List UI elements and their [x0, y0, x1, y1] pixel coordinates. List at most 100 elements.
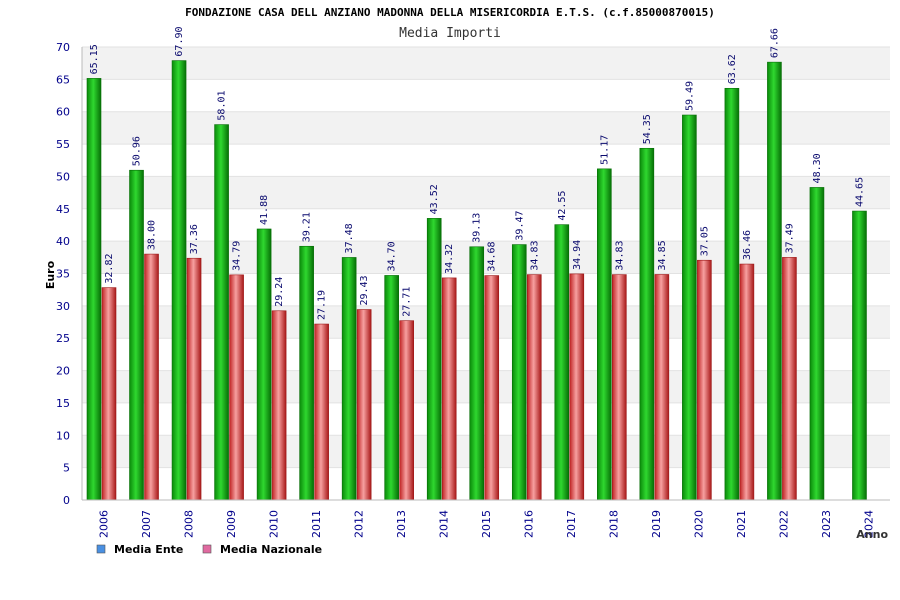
- data-label: 29.24: [274, 277, 285, 307]
- bar-media-ente: [511, 244, 527, 501]
- y-tick-label: 20: [56, 365, 70, 378]
- legend-swatch: [96, 544, 106, 554]
- data-label: 50.96: [132, 136, 143, 166]
- y-tick-label: 15: [56, 397, 70, 410]
- legend-swatch: [202, 544, 212, 554]
- y-tick-label: 10: [56, 429, 70, 442]
- bars-layer: [86, 60, 867, 501]
- x-tick-label: 2012: [352, 510, 365, 538]
- bar-media-ente: [809, 187, 825, 501]
- bar-media-ente: [554, 224, 570, 501]
- data-label: 37.05: [699, 226, 710, 256]
- y-tick-label: 55: [56, 138, 70, 151]
- data-label: 43.52: [429, 184, 440, 214]
- x-tick-label: 2008: [182, 510, 195, 538]
- data-label: 34.68: [487, 241, 498, 271]
- x-tick-label: 2021: [735, 510, 748, 538]
- bar-media-ente: [682, 114, 697, 501]
- data-label: 48.30: [812, 153, 823, 183]
- x-tick-label: 2015: [480, 510, 493, 538]
- bar-media-nazionale: [484, 275, 500, 501]
- data-label: 38.00: [147, 220, 158, 250]
- x-tick-label: 2007: [140, 510, 153, 538]
- x-tick-label: 2010: [267, 510, 280, 538]
- y-tick-label: 35: [56, 268, 70, 281]
- x-tick-label: 2006: [97, 510, 110, 538]
- x-tick-label: 2017: [565, 510, 578, 538]
- x-tick-label: 2023: [820, 510, 833, 538]
- legend-label: Media Ente: [114, 543, 183, 556]
- bar-media-nazionale: [697, 259, 712, 501]
- data-label: 67.90: [174, 26, 185, 56]
- data-label: 34.32: [444, 244, 455, 274]
- bar-media-nazionale: [739, 263, 755, 501]
- data-label: 67.66: [769, 28, 780, 58]
- data-labels-layer: 65.15 32.82 50.96 38.00 67.90 37.36 58.01 34.79…: [89, 26, 865, 320]
- bar-media-ente: [426, 218, 442, 501]
- data-label: 65.15: [89, 44, 100, 74]
- grid-band: [82, 47, 890, 80]
- y-tick-label: 0: [63, 494, 70, 507]
- bar-media-nazionale: [441, 277, 457, 501]
- data-label: 34.83: [529, 240, 540, 270]
- bar-media-nazionale: [569, 273, 585, 501]
- x-tick-label: 2014: [437, 510, 450, 538]
- bar-media-nazionale: [399, 320, 414, 501]
- y-tick-label: 60: [56, 106, 70, 119]
- data-label: 58.01: [217, 90, 228, 120]
- data-label: 29.43: [359, 275, 370, 305]
- data-label: 27.71: [402, 287, 413, 317]
- bar-media-nazionale: [314, 323, 329, 501]
- y-tick-label: 65: [56, 73, 70, 86]
- bar-media-ente: [256, 228, 272, 501]
- x-axis-label: Anno: [856, 528, 888, 541]
- bar-media-nazionale: [229, 274, 244, 501]
- bar-media-nazionale: [186, 257, 202, 501]
- axes-layer: 0 5 10 15 20 25 30 35 40 45 50 55 60 65 70 Euro 2006 2007…: [44, 41, 890, 541]
- y-tick-label: 40: [56, 235, 70, 248]
- bar-media-nazionale: [782, 257, 797, 501]
- bar-media-ente: [384, 275, 399, 501]
- data-label: 36.46: [742, 230, 753, 260]
- bar-media-ente: [341, 257, 357, 501]
- x-tick-label: 2024: [863, 510, 876, 538]
- x-tick-label: 2016: [523, 510, 536, 538]
- data-label: 34.83: [614, 240, 625, 270]
- x-tick-label: 2019: [650, 510, 663, 538]
- chart-title: FONDAZIONE CASA DELL ANZIANO MADONNA DEL…: [185, 6, 715, 19]
- chart-subtitle: Media Importi: [399, 26, 501, 41]
- x-tick-label: 2011: [310, 510, 323, 538]
- data-label: 51.17: [599, 135, 610, 165]
- bar-media-ente: [171, 60, 187, 501]
- data-label: 37.48: [344, 223, 355, 253]
- x-tick-label: 2022: [778, 510, 791, 538]
- data-label: 39.47: [514, 210, 525, 240]
- y-tick-label: 70: [56, 41, 70, 54]
- bar-media-nazionale: [612, 274, 627, 501]
- data-label: 59.49: [684, 81, 695, 111]
- y-tick-label: 5: [63, 462, 70, 475]
- y-tick-label: 45: [56, 203, 70, 216]
- bar-media-ente: [469, 246, 485, 501]
- bar-media-nazionale: [356, 309, 372, 501]
- data-label: 39.13: [472, 213, 483, 243]
- bar-media-ente: [86, 78, 102, 501]
- data-label: 34.70: [387, 241, 398, 271]
- y-axis-label: Euro: [44, 260, 57, 289]
- bar-media-nazionale: [654, 274, 670, 501]
- bar-media-ente: [724, 87, 740, 501]
- data-label: 34.79: [232, 241, 243, 271]
- y-tick-label: 30: [56, 300, 70, 313]
- bar-media-ente: [597, 168, 612, 501]
- bar-media-ente: [214, 124, 229, 501]
- data-label: 34.94: [572, 240, 583, 270]
- bar-media-nazionale: [271, 310, 287, 501]
- legend-label: Media Nazionale: [220, 543, 322, 556]
- bar-media-ente: [299, 245, 314, 501]
- data-label: 34.85: [657, 240, 668, 270]
- x-tick-label: 2018: [608, 510, 621, 538]
- data-label: 54.35: [642, 114, 653, 144]
- bar-media-ente: [129, 169, 144, 501]
- legend: Media Ente Media Nazionale: [96, 543, 322, 556]
- x-tick-label: 2020: [693, 510, 706, 538]
